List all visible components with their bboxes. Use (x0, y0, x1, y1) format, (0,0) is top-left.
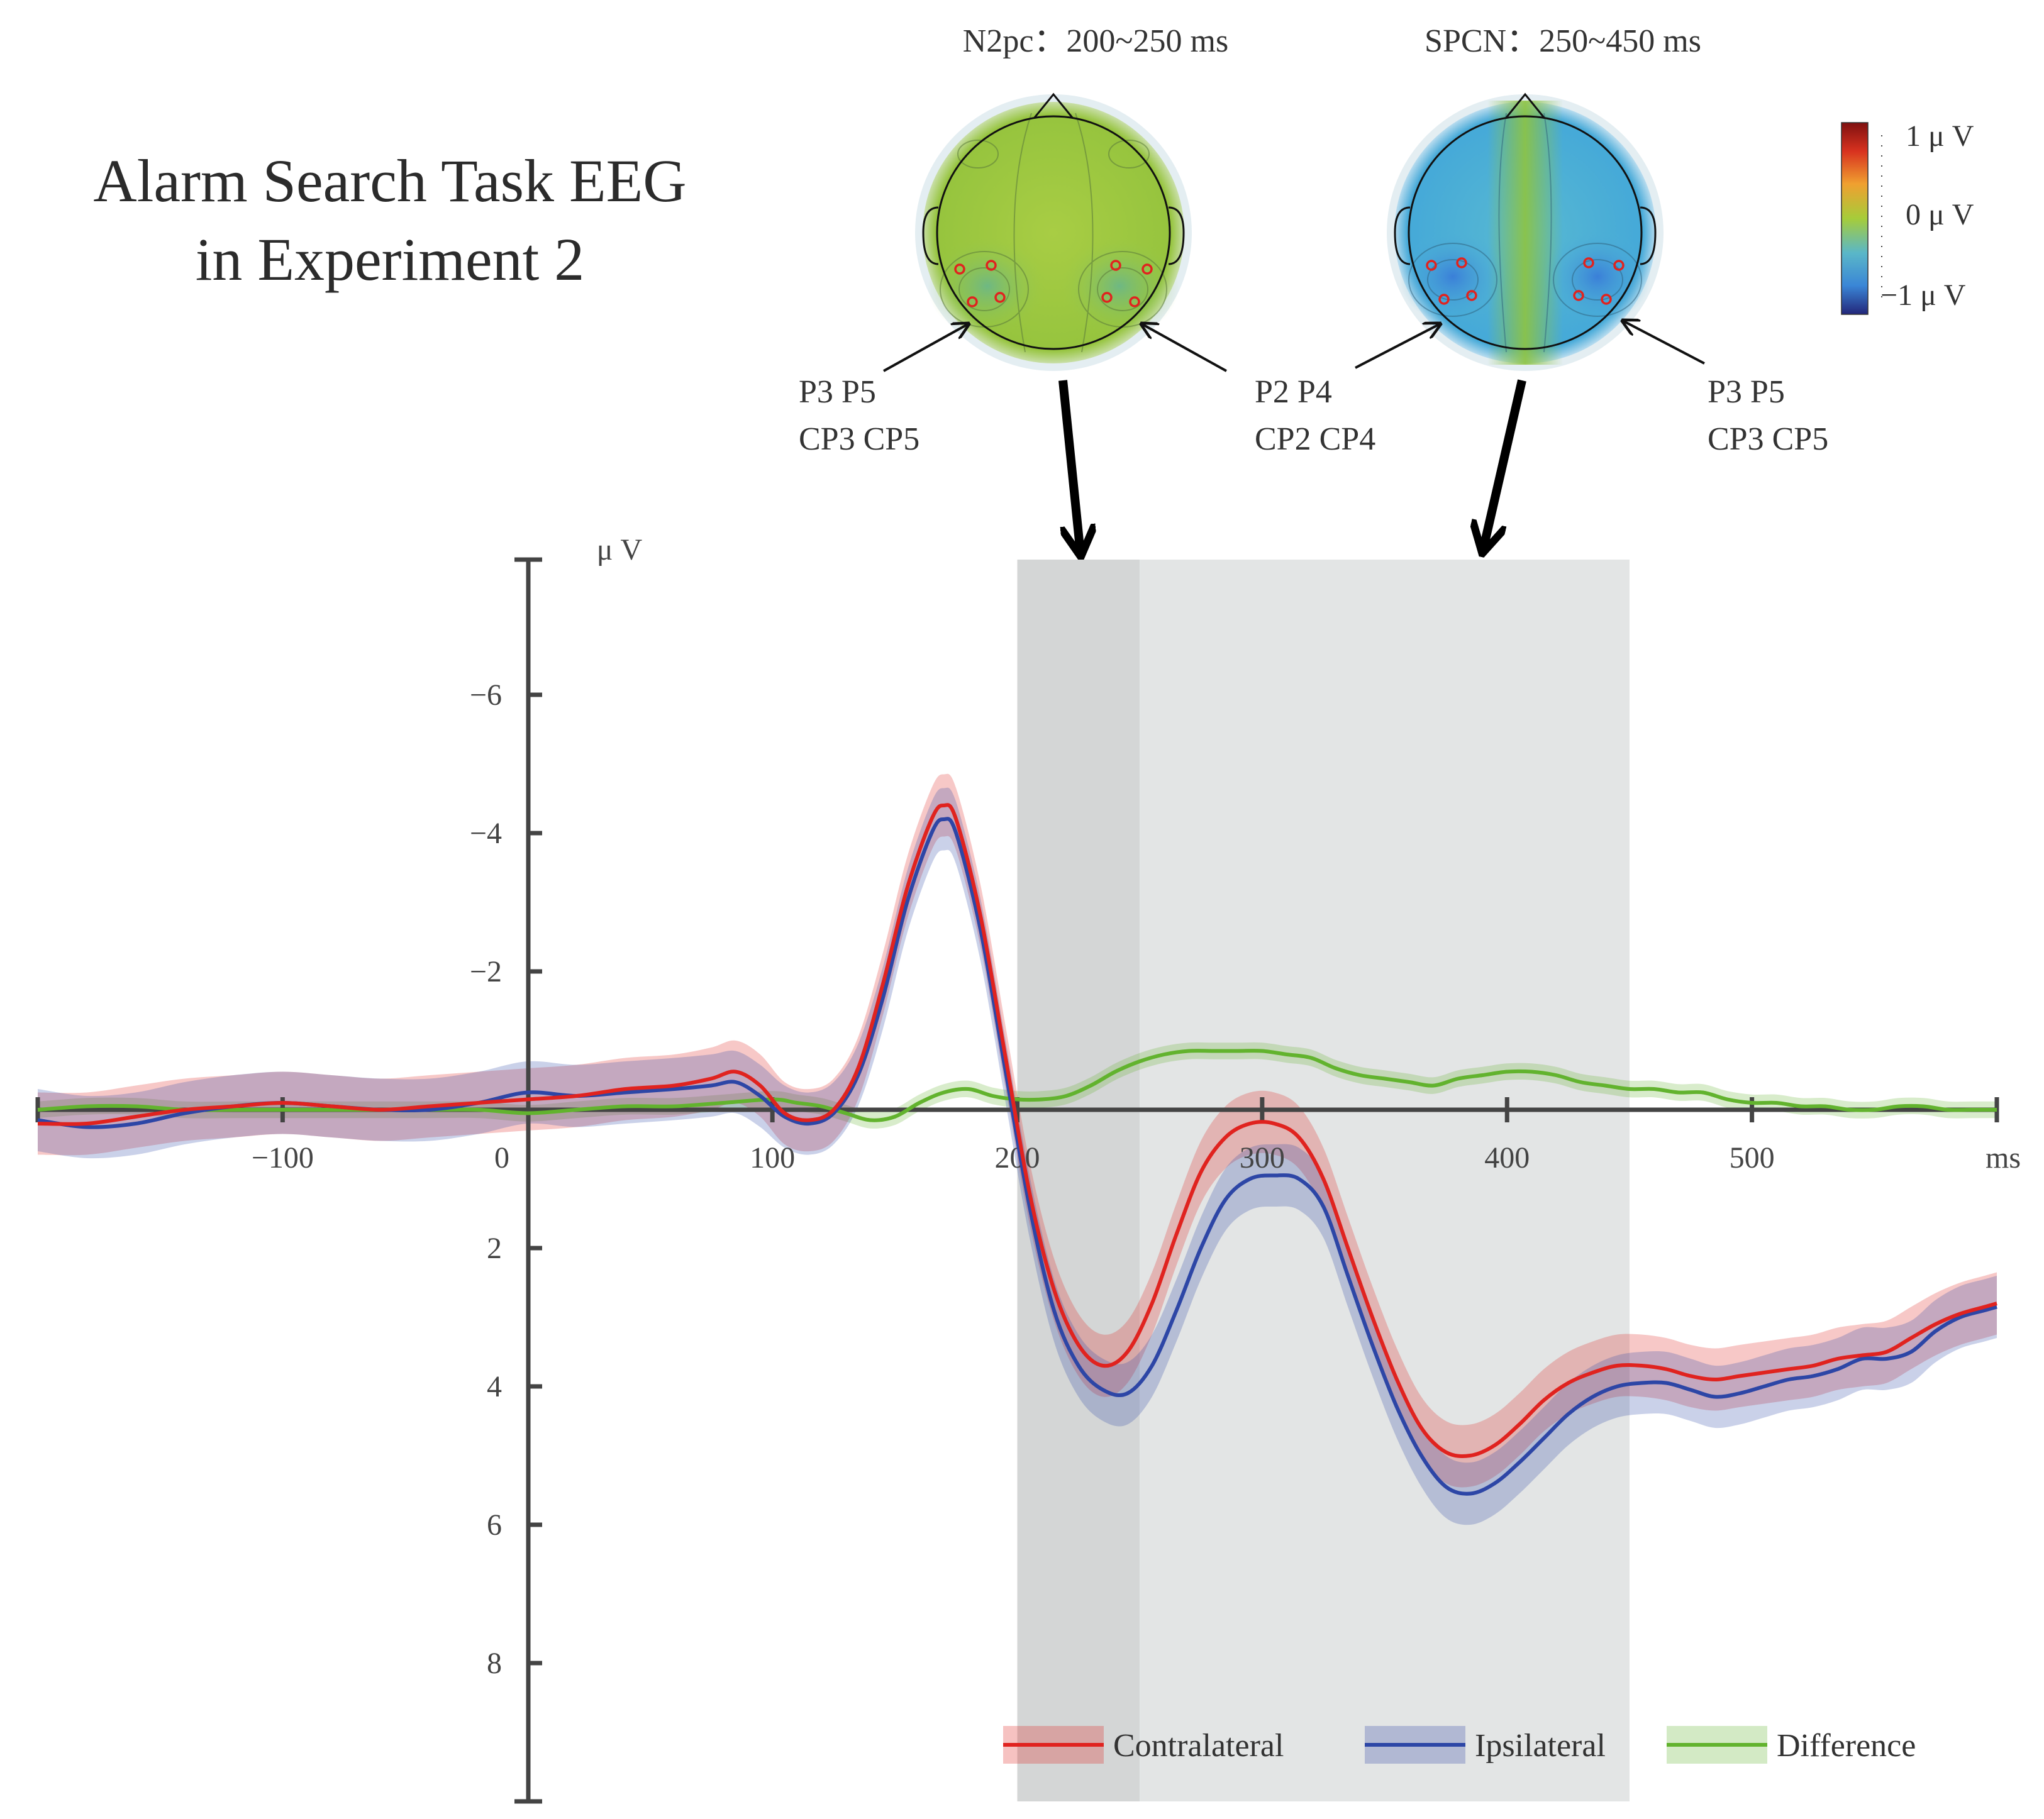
topomap-n2pc-head-outline (936, 115, 1171, 350)
topomap-n2pc-electrodes (954, 260, 1153, 307)
x-tick-label: 500 (1730, 1141, 1775, 1175)
electrode-marker (1129, 296, 1140, 307)
electrode-marker (1466, 290, 1477, 301)
spcn-right-label-line-2: CP3 CP5 (1708, 421, 1828, 457)
electrode-marker (1573, 290, 1584, 301)
legend-item-contralateral: Contralateral (1003, 1726, 1284, 1764)
topomap-n2pc-right-cluster (1060, 236, 1179, 336)
topomap-spcn-right-cluster (1544, 229, 1651, 324)
topomap-n2pc-left-ear (922, 206, 939, 265)
electrode-marker (986, 260, 997, 271)
x-tick-label: 0 (494, 1141, 509, 1175)
legend-item-ipsilateral: Ipsilateral (1365, 1726, 1606, 1764)
pointer-arrow (1141, 324, 1227, 372)
topomap-n2pc-nose (1033, 92, 1074, 118)
y-tick-label: 4 (487, 1370, 502, 1403)
topomap-spcn-electrodes (1426, 257, 1625, 305)
electrode-marker (1110, 260, 1121, 271)
topomap-spcn-contours (1408, 113, 1642, 353)
colorbar-label-max: 1 μ V (1906, 119, 1974, 153)
contralateral-line (37, 803, 1997, 1458)
x-tick-label: 400 (1484, 1141, 1530, 1175)
difference-line (37, 1049, 1997, 1122)
series-lines (37, 803, 1997, 1496)
n2pc-right-label-line-1: P2 P4 (1255, 374, 1332, 410)
electrode-marker (954, 263, 965, 275)
colorbar-label-zero: 0 μ V (1906, 198, 1974, 231)
shaded-windows (1017, 560, 1630, 1801)
legend-item-difference: Difference (1667, 1726, 1916, 1764)
x-tick-label: 300 (1240, 1141, 1285, 1175)
topomap-n2pc-title: N2pc：200~250 ms (963, 23, 1228, 59)
colorbar-label-min: −1 μ V (1880, 279, 1966, 312)
electrode-marker (994, 292, 1006, 303)
electrode-marker (1583, 257, 1594, 268)
y-tick-label: −2 (470, 955, 502, 988)
y-axis-label: μ V (597, 533, 643, 567)
x-tick-label: 100 (750, 1141, 795, 1175)
topomap-spcn-right-ear (1640, 206, 1657, 265)
topomap-n2pc: N2pc：200~250 ms (915, 23, 1228, 371)
electrode-marker (1141, 263, 1153, 275)
y-tick-label: 8 (487, 1647, 502, 1680)
electrode-marker (1101, 292, 1113, 303)
n2pc-left-label-line-2: CP3 CP5 (799, 421, 919, 457)
topomap-spcn-left-ear (1394, 206, 1411, 265)
topomap-spcn-midline (1487, 101, 1563, 365)
electrode-marker (967, 296, 978, 307)
topomap-spcn-nose (1505, 92, 1545, 118)
spcn-window-arrow (1483, 379, 1526, 550)
topomap-n2pc-left-cluster (928, 236, 1047, 336)
ipsilateral-band (38, 787, 1997, 1525)
n2pc-left-label-line-1: P3 P5 (799, 374, 876, 410)
n2pc-window-shade (1017, 560, 1140, 1801)
topomap-n2pc-right-ear (1168, 206, 1185, 265)
legend: Contralateral Ipsilateral Difference (1003, 1726, 1916, 1764)
electrode-marker (1426, 260, 1437, 271)
x-axis-label: ms (1986, 1141, 2021, 1175)
electrode-annotations: P3 P5 CP3 CP5 P2 P4 CP2 CP4 P3 P5 CP3 CP… (799, 321, 1828, 553)
pointer-arrow (883, 324, 969, 372)
electrode-marker (1601, 294, 1612, 305)
electrode-marker (1613, 260, 1625, 271)
y-tick-label: −4 (470, 817, 502, 850)
pointer-arrow (1355, 324, 1440, 369)
figure-title-line-2: in Experiment 2 (196, 226, 585, 293)
legend-label: Contralateral (1113, 1728, 1284, 1764)
pointer-arrow (1623, 321, 1705, 365)
electrode-marker (1456, 257, 1467, 268)
n2pc-right-label-line-2: CP2 CP4 (1255, 421, 1375, 457)
spcn-right-label-line-1: P3 P5 (1708, 374, 1785, 410)
y-tick-label: −6 (470, 678, 502, 712)
y-tick-label: 2 (487, 1232, 502, 1265)
topomap-spcn-head-outline (1408, 115, 1643, 350)
topomap-spcn: SPCN：250~450 ms (1387, 23, 1701, 371)
electrode-marker (1438, 294, 1450, 305)
spcn-window-shade (1140, 560, 1630, 1801)
y-tick-label: 6 (487, 1508, 502, 1542)
colorbar-gradient (1841, 122, 1869, 315)
colorbar: 1 μ V 0 μ V −1 μ V (1841, 119, 1974, 315)
figure-title-line-1: Alarm Search Task EEG (93, 147, 686, 214)
n2pc-window-arrow (1058, 380, 1080, 553)
topomap-spcn-title: SPCN：250~450 ms (1425, 23, 1701, 59)
topomap-spcn-left-cluster (1399, 229, 1506, 324)
legend-label: Difference (1777, 1728, 1916, 1764)
legend-label: Ipsilateral (1475, 1728, 1606, 1764)
x-tick-label: −100 (252, 1141, 314, 1175)
